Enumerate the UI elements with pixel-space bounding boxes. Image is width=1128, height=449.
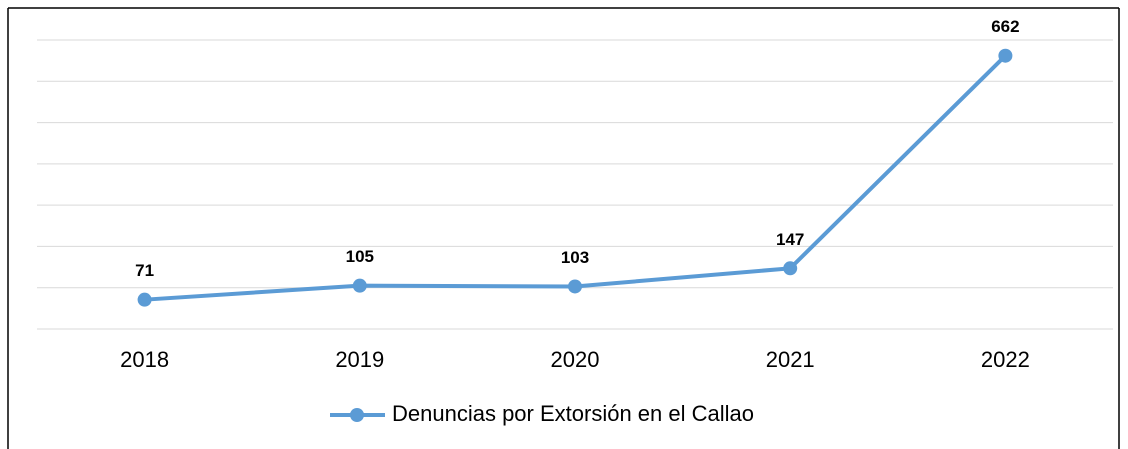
data-label: 105 [346, 247, 374, 266]
legend-label: Denuncias por Extorsión en el Callao [392, 401, 754, 426]
x-tick-label: 2022 [981, 347, 1030, 372]
x-tick-label: 2019 [335, 347, 384, 372]
x-tick-label: 2021 [766, 347, 815, 372]
data-label: 147 [776, 230, 804, 249]
x-tick-label: 2020 [551, 347, 600, 372]
point [352, 278, 367, 293]
point [568, 279, 582, 294]
data-label: 71 [135, 261, 154, 280]
point [783, 261, 798, 276]
x-tick-label: 2018 [120, 347, 169, 372]
data-label: 103 [561, 248, 589, 267]
point [998, 48, 1013, 63]
legend-marker [350, 408, 364, 422]
data-label: 662 [991, 17, 1019, 36]
point [137, 292, 152, 307]
